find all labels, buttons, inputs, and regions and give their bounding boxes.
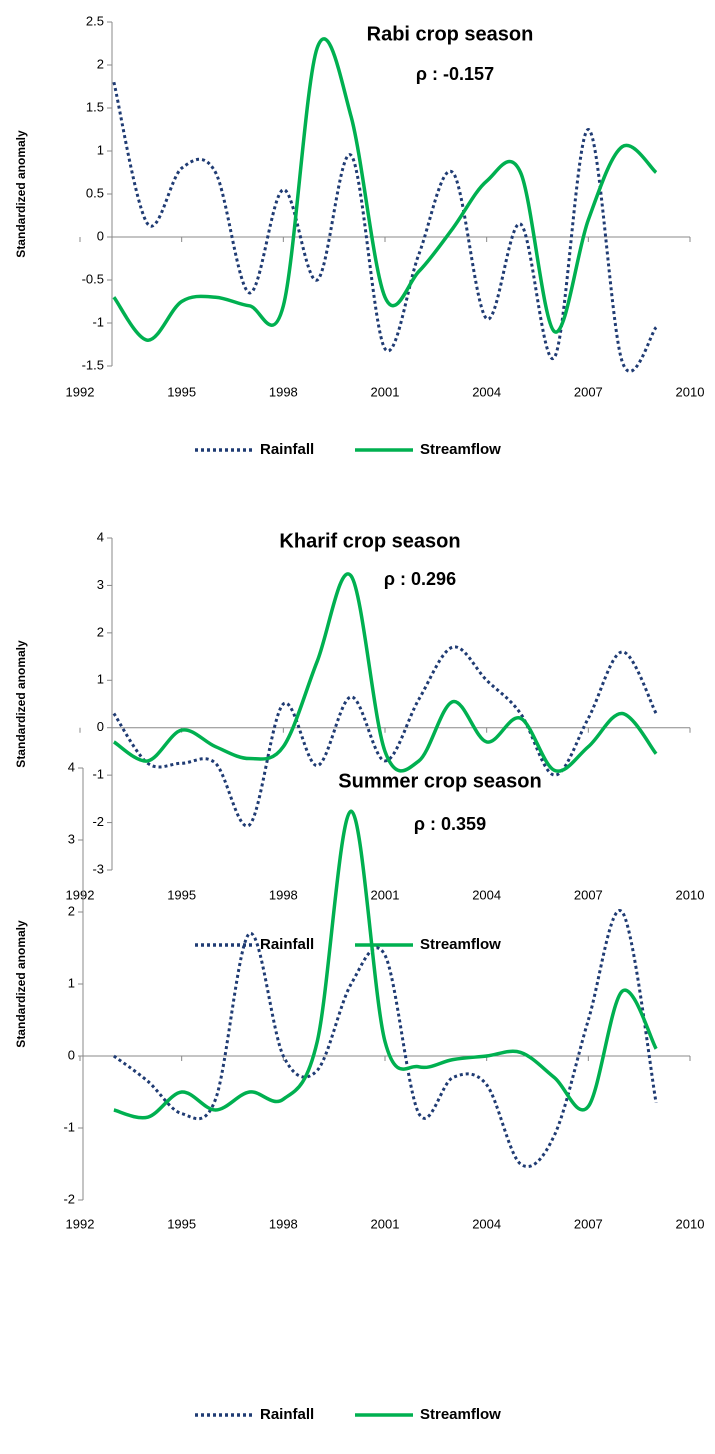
- x-tick-label: 2007: [574, 887, 603, 902]
- y-tick-label: 4: [97, 529, 104, 544]
- x-tick-label: 1995: [167, 887, 196, 902]
- x-tick-label: 2001: [371, 1216, 400, 1231]
- x-tick-label: 2001: [371, 384, 400, 399]
- y-tick-label: 0: [97, 228, 104, 243]
- legend-label: Streamflow: [420, 936, 501, 953]
- x-tick-label: 2004: [472, 384, 501, 399]
- annotation: ρ : -0.157: [416, 64, 494, 84]
- chart-title: Rabi crop season: [367, 23, 534, 45]
- y-tick-label: 2: [97, 624, 104, 639]
- annotation: ρ : 0.296: [384, 569, 456, 589]
- y-tick-label: 1: [97, 142, 104, 157]
- x-tick-label: 2007: [574, 384, 603, 399]
- y-tick-label: 2: [68, 903, 75, 918]
- y-tick-label: 1: [68, 975, 75, 990]
- y-tick-label: -3: [92, 861, 104, 876]
- legend-label: Rainfall: [260, 441, 314, 458]
- chart-title: Summer crop season: [338, 770, 541, 792]
- x-tick-label: 2010: [676, 1216, 705, 1231]
- series-line: [112, 81, 658, 373]
- y-tick-label: -1.5: [82, 357, 104, 372]
- legend-label: Rainfall: [260, 936, 314, 953]
- x-tick-label: 2007: [574, 1216, 603, 1231]
- series-line: [112, 645, 658, 828]
- legend-label: Rainfall: [260, 1406, 314, 1423]
- x-tick-label: 2004: [472, 887, 501, 902]
- x-tick-label: 1998: [269, 887, 298, 902]
- x-tick-label: 2010: [676, 887, 705, 902]
- x-tick-label: 1998: [269, 384, 298, 399]
- x-tick-label: 1992: [66, 1216, 95, 1231]
- legend-label: Streamflow: [420, 441, 501, 458]
- y-axis-label: Standardized anomaly: [14, 640, 28, 768]
- series-line: [112, 37, 658, 342]
- y-tick-label: 0.5: [86, 185, 104, 200]
- y-tick-label: -2: [92, 814, 104, 829]
- y-tick-label: 0: [68, 1047, 75, 1062]
- chart-title: Kharif crop season: [279, 530, 460, 552]
- legend-label: Streamflow: [420, 1406, 501, 1423]
- series-line: [112, 572, 658, 773]
- x-tick-label: 2004: [472, 1216, 501, 1231]
- y-tick-label: -1: [92, 767, 104, 782]
- x-tick-label: 1995: [167, 1216, 196, 1231]
- y-tick-label: 2.5: [86, 13, 104, 28]
- y-tick-label: 4: [68, 759, 75, 774]
- y-tick-label: 3: [97, 577, 104, 592]
- x-tick-label: 2001: [371, 887, 400, 902]
- y-tick-label: 1: [97, 672, 104, 687]
- y-tick-label: -1: [92, 314, 104, 329]
- y-axis-label: Standardized anomaly: [14, 920, 28, 1048]
- y-tick-label: -1: [63, 1119, 75, 1134]
- y-tick-label: -0.5: [82, 271, 104, 286]
- series-line: [112, 909, 658, 1168]
- y-tick-label: 0: [97, 719, 104, 734]
- x-tick-label: 1995: [167, 384, 196, 399]
- x-tick-label: 1992: [66, 384, 95, 399]
- y-tick-label: -2: [63, 1191, 75, 1206]
- x-tick-label: 1998: [269, 1216, 298, 1231]
- y-tick-label: 2: [97, 56, 104, 71]
- series-line: [113, 809, 658, 1120]
- x-tick-label: 1992: [66, 887, 95, 902]
- y-tick-label: 1.5: [86, 99, 104, 114]
- y-tick-label: 3: [68, 831, 75, 846]
- x-tick-label: 2010: [676, 384, 705, 399]
- annotation: ρ : 0.359: [414, 814, 486, 834]
- y-axis-label: Standardized anomaly: [14, 130, 28, 258]
